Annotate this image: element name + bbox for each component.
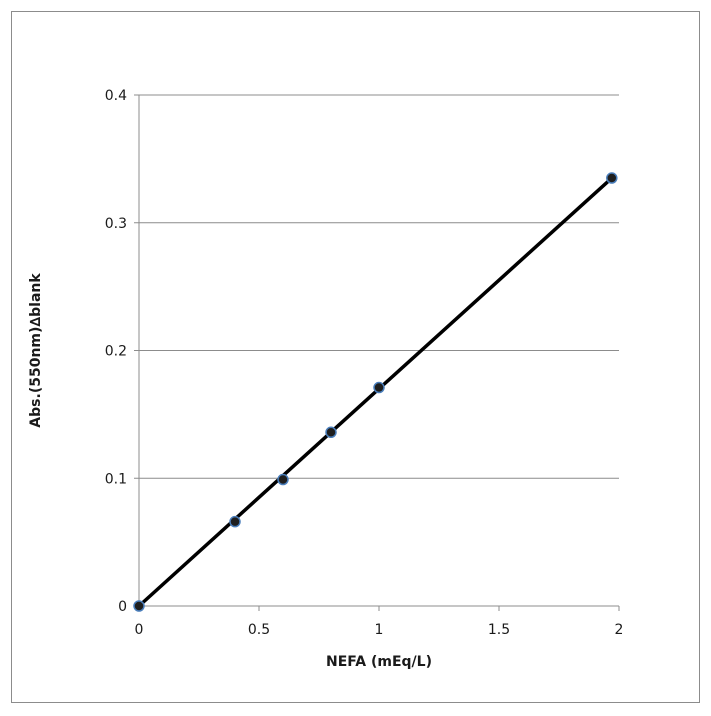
x-tick-labels: 0 0.5 1 1.5 2	[135, 622, 624, 638]
x-tick-label: 0	[135, 622, 144, 638]
data-points	[133, 172, 618, 612]
y-tick-label: 0.2	[105, 344, 127, 360]
y-tick-label: 0.1	[105, 471, 127, 487]
axes	[134, 94, 620, 611]
x-axis-title: NEFA (mEq/L)	[326, 654, 432, 670]
x-tick-label: 2	[615, 622, 624, 638]
data-point	[325, 426, 337, 439]
y-tick-label: 0	[118, 599, 127, 615]
chart-frame: 0 0.1 0.2 0.3 0.4 0 0.5 1 1.5 2 NEFA (mEq/L) Abs…	[11, 11, 700, 703]
x-tick-label: 1.5	[488, 622, 510, 638]
chart-svg: 0 0.1 0.2 0.3 0.4 0 0.5 1 1.5 2 NEFA (mEq/L) Abs…	[28, 88, 624, 670]
data-point	[133, 600, 145, 612]
y-tick-label: 0.3	[105, 216, 127, 232]
data-point	[606, 172, 618, 184]
y-tick-label: 0.4	[105, 88, 127, 104]
y-tick-labels: 0 0.1 0.2 0.3 0.4	[105, 88, 127, 615]
x-tick-label: 0.5	[248, 622, 270, 638]
data-point	[373, 381, 385, 394]
gridlines	[139, 94, 619, 479]
x-tick-label: 1	[375, 622, 384, 638]
y-axis-title: Abs.(550nm)∆blank	[28, 273, 44, 428]
data-point	[229, 515, 241, 528]
data-point	[277, 473, 289, 486]
